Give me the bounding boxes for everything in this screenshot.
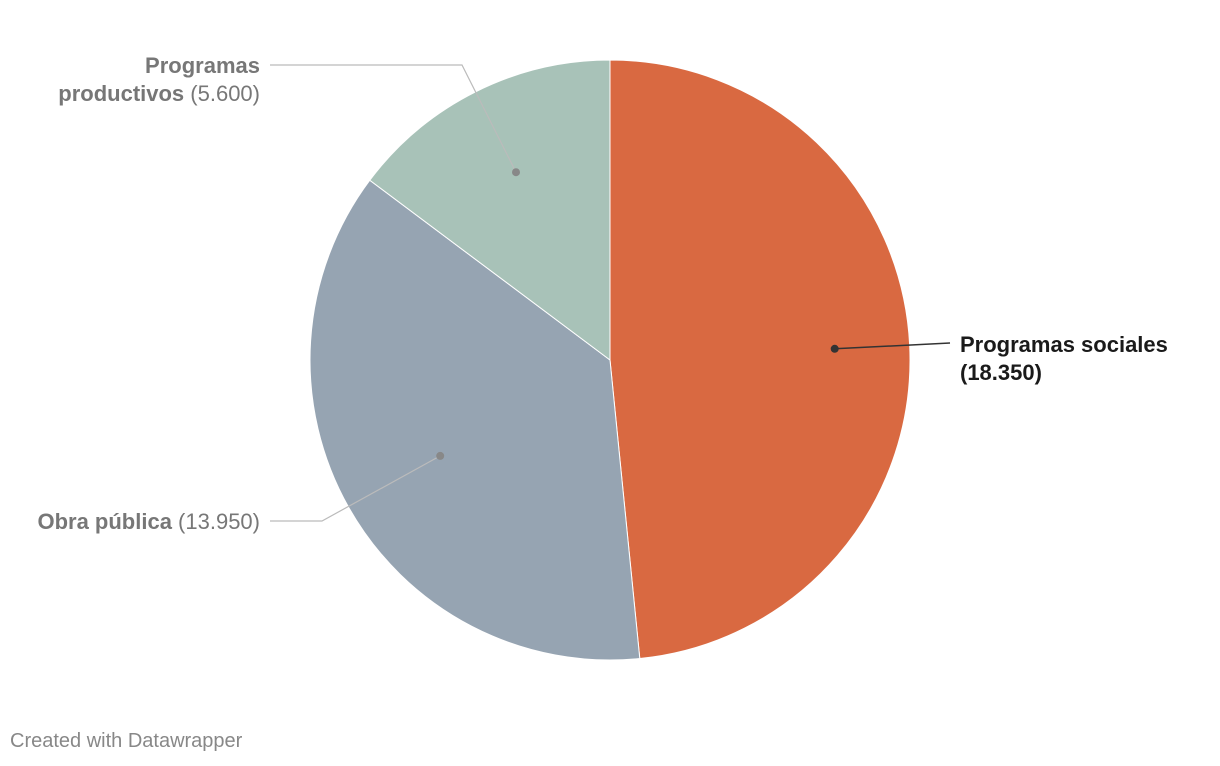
slice-label-name: productivos: [58, 81, 184, 106]
slice-label-obra-publica: Obra pública (13.950): [37, 509, 260, 534]
leader-dot-programas-sociales: [830, 344, 839, 353]
slice-label-programas-sociales: Programas sociales (18.350): [960, 332, 1168, 385]
pie-slices: [309, 59, 911, 661]
slice-label-name: Obra pública: [37, 509, 172, 534]
slice-label-name: Programas: [145, 53, 260, 78]
slice-value-label: (5.600): [184, 81, 260, 106]
slice-label-programas-productivos: Programas productivos (5.600): [58, 53, 260, 106]
leader-dot-obra-publica: [436, 451, 445, 460]
leader-dot-programas-productivos: [512, 168, 520, 177]
slice-labels: Programas sociales (18.350) Obra pública (…: [37, 53, 1167, 534]
pie-slice-obra-publica: [309, 179, 641, 661]
slice-label-name: Programas sociales: [960, 332, 1168, 357]
pie-slice-programas-sociales: [609, 59, 911, 660]
leader-lines: [270, 64, 951, 522]
leader-line-programas-productivos: [270, 64, 517, 173]
leader-line-programas-sociales: [834, 342, 951, 350]
slice-value-label: (18.350): [960, 360, 1042, 385]
slice-value-label: (13.950): [172, 509, 260, 534]
leader-line-obra-publica: [270, 455, 441, 522]
datawrapper-credit: Created with Datawrapper: [10, 730, 243, 752]
